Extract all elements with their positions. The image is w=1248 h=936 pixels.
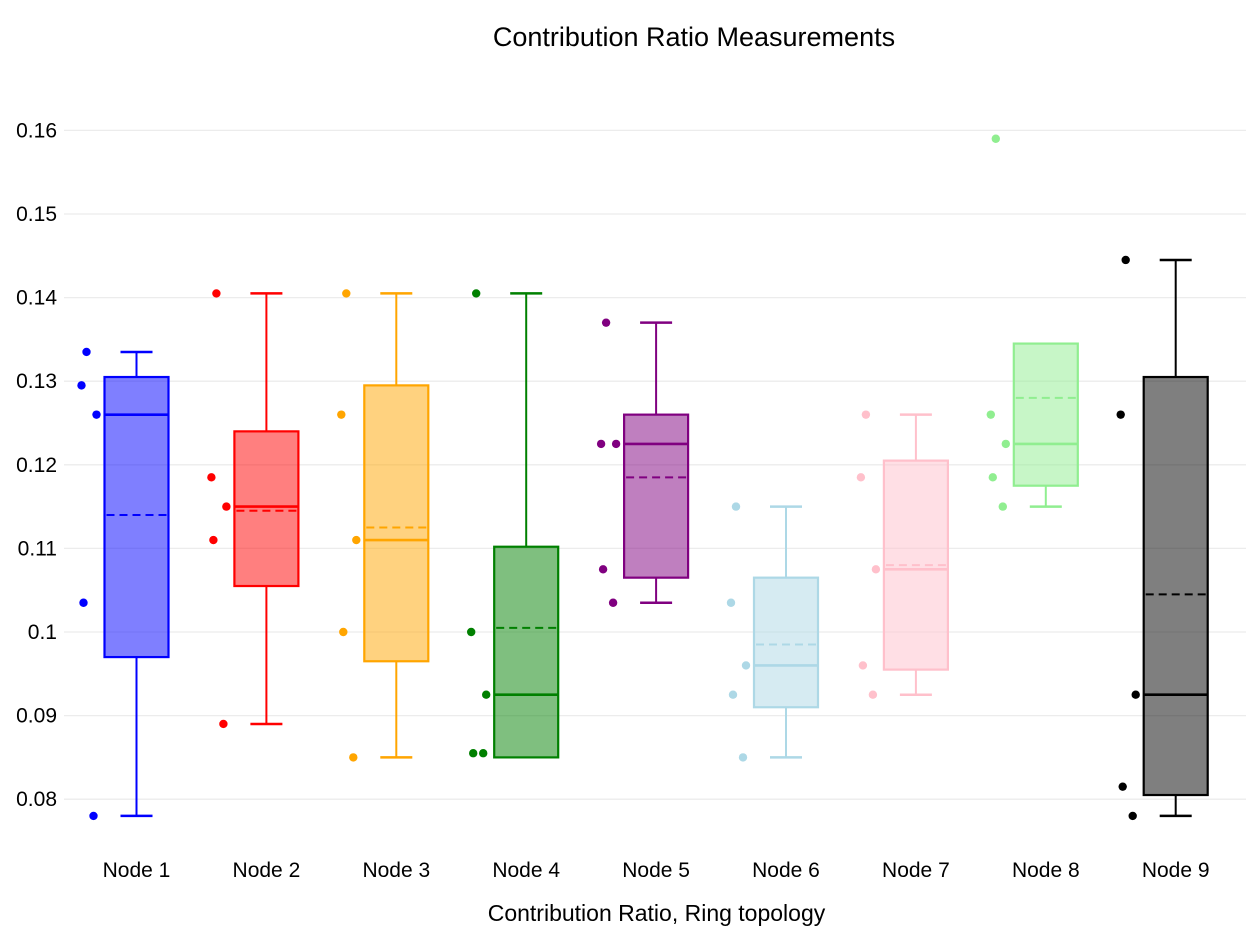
box-node-8 (1012, 342, 1079, 487)
scatter-point (337, 410, 346, 419)
scatter-point (349, 753, 358, 762)
box-node-6 (752, 576, 820, 709)
scatter-point (1128, 811, 1137, 821)
x-tick-label: Node 8 (1012, 859, 1080, 882)
scatter-point (469, 749, 478, 758)
x-tick-label: Node 3 (362, 859, 430, 882)
scatter-point (728, 690, 738, 699)
scatter-point (738, 753, 748, 762)
scatter-point (342, 289, 351, 298)
scatter-point (482, 690, 491, 699)
box-node-4 (493, 545, 560, 759)
scatter-point (219, 719, 228, 729)
scatter-point (92, 410, 101, 419)
x-tick-label: Node 6 (752, 859, 820, 882)
x-tick-label: Node 7 (882, 859, 950, 882)
y-tick-label: 0.14 (16, 287, 57, 310)
scatter-point (352, 535, 361, 545)
scatter-point (82, 347, 91, 357)
box-node-3 (363, 384, 430, 663)
scatter-point (601, 318, 611, 327)
y-tick-label: 0.13 (16, 370, 57, 393)
chart-title: Contribution Ratio Measurements (492, 22, 896, 52)
scatter-point (598, 565, 608, 574)
scatter-point (726, 598, 736, 607)
x-axis-label: Contribution Ratio, Ring topology (487, 900, 826, 926)
scatter-point (79, 598, 88, 607)
box-node-1 (103, 375, 170, 659)
scatter-point (212, 289, 221, 298)
scatter-point (611, 439, 621, 449)
scatter-point (1116, 410, 1125, 419)
scatter-point (608, 598, 618, 607)
box-node-5 (622, 413, 690, 579)
scatter-point (986, 410, 995, 419)
scatter-point (868, 690, 878, 699)
scatter-point (861, 410, 871, 419)
y-tick-label: 0.1 (28, 621, 57, 644)
scatter-point (856, 473, 866, 482)
scatter-point (741, 661, 751, 670)
y-tick-label: 0.15 (16, 203, 57, 226)
scatter-point (472, 289, 481, 298)
scatter-point (1131, 690, 1140, 699)
x-tick-label: Node 1 (103, 859, 171, 882)
scatter-point (209, 535, 218, 545)
scatter-point (207, 473, 216, 482)
scatter-point (1001, 439, 1010, 449)
x-tick-label: Node 9 (1142, 859, 1210, 882)
x-tick-label: Node 2 (233, 859, 301, 882)
scatter-point (1118, 782, 1127, 791)
y-tick-label: 0.16 (16, 119, 57, 142)
y-tick-label: 0.11 (18, 537, 57, 560)
scatter-point (858, 661, 868, 670)
box-node-2 (233, 430, 300, 588)
box-node-9 (1142, 375, 1209, 797)
y-tick-label: 0.09 (16, 705, 57, 728)
scatter-point (991, 134, 1000, 143)
scatter-point (731, 502, 741, 511)
scatter-point (339, 627, 348, 637)
scatter-point (222, 502, 231, 511)
x-tick-label: Node 5 (622, 859, 690, 882)
scatter-point (988, 473, 997, 482)
scatter-point (998, 502, 1007, 511)
y-tick-label: 0.08 (16, 788, 57, 811)
scatter-point (596, 439, 606, 449)
x-tick-label: Node 4 (492, 859, 560, 882)
scatter-point (467, 627, 476, 637)
scatter-point (871, 565, 881, 574)
scatter-point (479, 749, 488, 758)
scatter-point (89, 811, 98, 821)
scatter-point (77, 381, 86, 390)
y-tick-label: 0.12 (16, 454, 57, 477)
scatter-point (1121, 255, 1130, 265)
